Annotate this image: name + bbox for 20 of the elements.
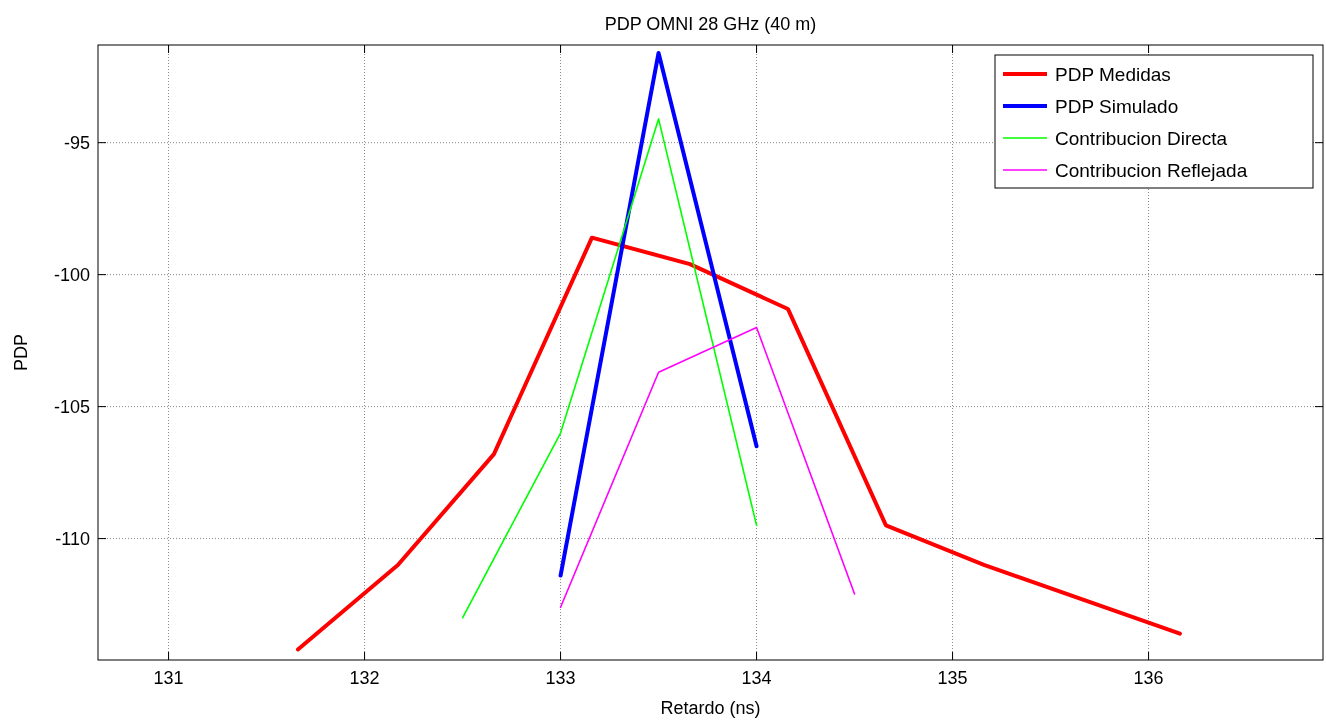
line-series (461, 118, 758, 619)
x-tick-label: 131 (153, 668, 184, 688)
y-tick-label: -95 (63, 132, 90, 153)
x-tick-label: 134 (741, 668, 772, 688)
line-series (559, 326, 856, 609)
chart-title: PDP OMNI 28 GHz (40 m) (604, 14, 817, 34)
line-series (295, 235, 1182, 652)
legend-label: PDP Simulado (1055, 96, 1179, 117)
legend-label: Contribucion Directa (1055, 128, 1228, 149)
y-axis-title: PDP (11, 333, 31, 372)
x-axis-title: Retardo (ns) (660, 698, 761, 718)
x-tick-label: 135 (937, 668, 968, 688)
y-tick-label: -100 (53, 264, 90, 285)
x-tick-label: 132 (349, 668, 380, 688)
x-tick-label: 133 (545, 668, 576, 688)
y-tick-label: -110 (55, 528, 90, 549)
legend-label: Contribucion Reflejada (1055, 160, 1248, 181)
legend-label: PDP Medidas (1055, 64, 1171, 85)
y-tick-label: -105 (53, 396, 90, 417)
x-tick-label: 136 (1133, 668, 1164, 688)
